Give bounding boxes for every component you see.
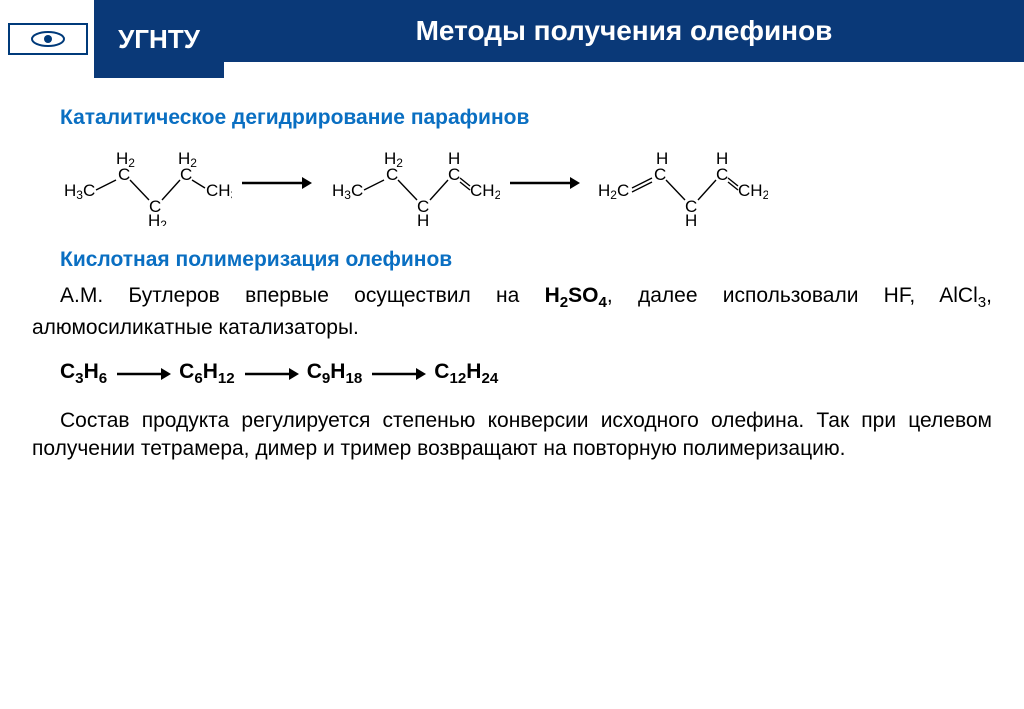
svg-text:C: C — [654, 165, 666, 184]
molecule-butane: H3C H2 C C H2 H2 C CH3 — [52, 140, 232, 226]
svg-text:C: C — [716, 165, 728, 184]
svg-text:C: C — [180, 165, 192, 184]
reaction-dehydrogenation: H3C H2 C C H2 H2 C CH3 H3C H2 C C H H C … — [52, 140, 992, 226]
arrow-icon — [240, 171, 312, 195]
arrow-icon — [370, 362, 426, 386]
svg-text:H3C: H3C — [64, 181, 95, 202]
svg-text:C: C — [118, 165, 130, 184]
svg-text:H2C: H2C — [598, 181, 629, 202]
section1-title: Каталитическое дегидрирование парафинов — [60, 106, 992, 130]
oligomer-2: C6H12 — [179, 360, 235, 387]
logo — [8, 23, 88, 55]
svg-text:CH2: CH2 — [738, 181, 768, 202]
reaction-polymerization: C3H6 C6H12 C9H18 C12H24 — [60, 360, 992, 387]
para1-catalyst: H2SO4 — [545, 284, 607, 307]
section2-title: Кислотная полимеризация олефинов — [60, 248, 992, 272]
university-label: УГНТУ — [94, 0, 224, 78]
eye-icon — [28, 30, 68, 48]
slide-title: Методы получения олефинов — [224, 0, 1024, 62]
arrow-icon — [243, 362, 299, 386]
svg-text:H2: H2 — [148, 211, 167, 226]
oligomer-4: C12H24 — [434, 360, 498, 387]
oligomer-1: C3H6 — [60, 360, 107, 387]
svg-text:C: C — [448, 165, 460, 184]
arrow-icon — [115, 362, 171, 386]
paragraph-1: А.М. Бутлеров впервые осуществил на H2SO… — [32, 282, 992, 342]
para1-pre: А.М. Бутлеров впервые осуществил на — [60, 284, 545, 307]
svg-text:CH2: CH2 — [470, 181, 500, 202]
molecule-butene: H3C H2 C C H H C CH2 — [320, 140, 500, 226]
svg-text:H: H — [417, 211, 429, 226]
content-area: Каталитическое дегидрирование парафинов … — [0, 78, 1024, 464]
paragraph-2: Состав продукта регулируется степенью ко… — [32, 407, 992, 464]
oligomer-3: C9H18 — [307, 360, 363, 387]
arrow-icon — [508, 171, 580, 195]
svg-text:CH3: CH3 — [206, 181, 232, 202]
svg-text:C: C — [386, 165, 398, 184]
molecule-butadiene: H2C H C C H H C CH2 — [588, 140, 768, 226]
header-bar: УГНТУ Методы получения олефинов — [0, 0, 1024, 78]
svg-text:H3C: H3C — [332, 181, 363, 202]
svg-text:H: H — [685, 211, 697, 226]
